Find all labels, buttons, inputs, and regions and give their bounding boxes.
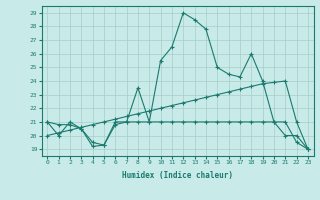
X-axis label: Humidex (Indice chaleur): Humidex (Indice chaleur) [122, 171, 233, 180]
